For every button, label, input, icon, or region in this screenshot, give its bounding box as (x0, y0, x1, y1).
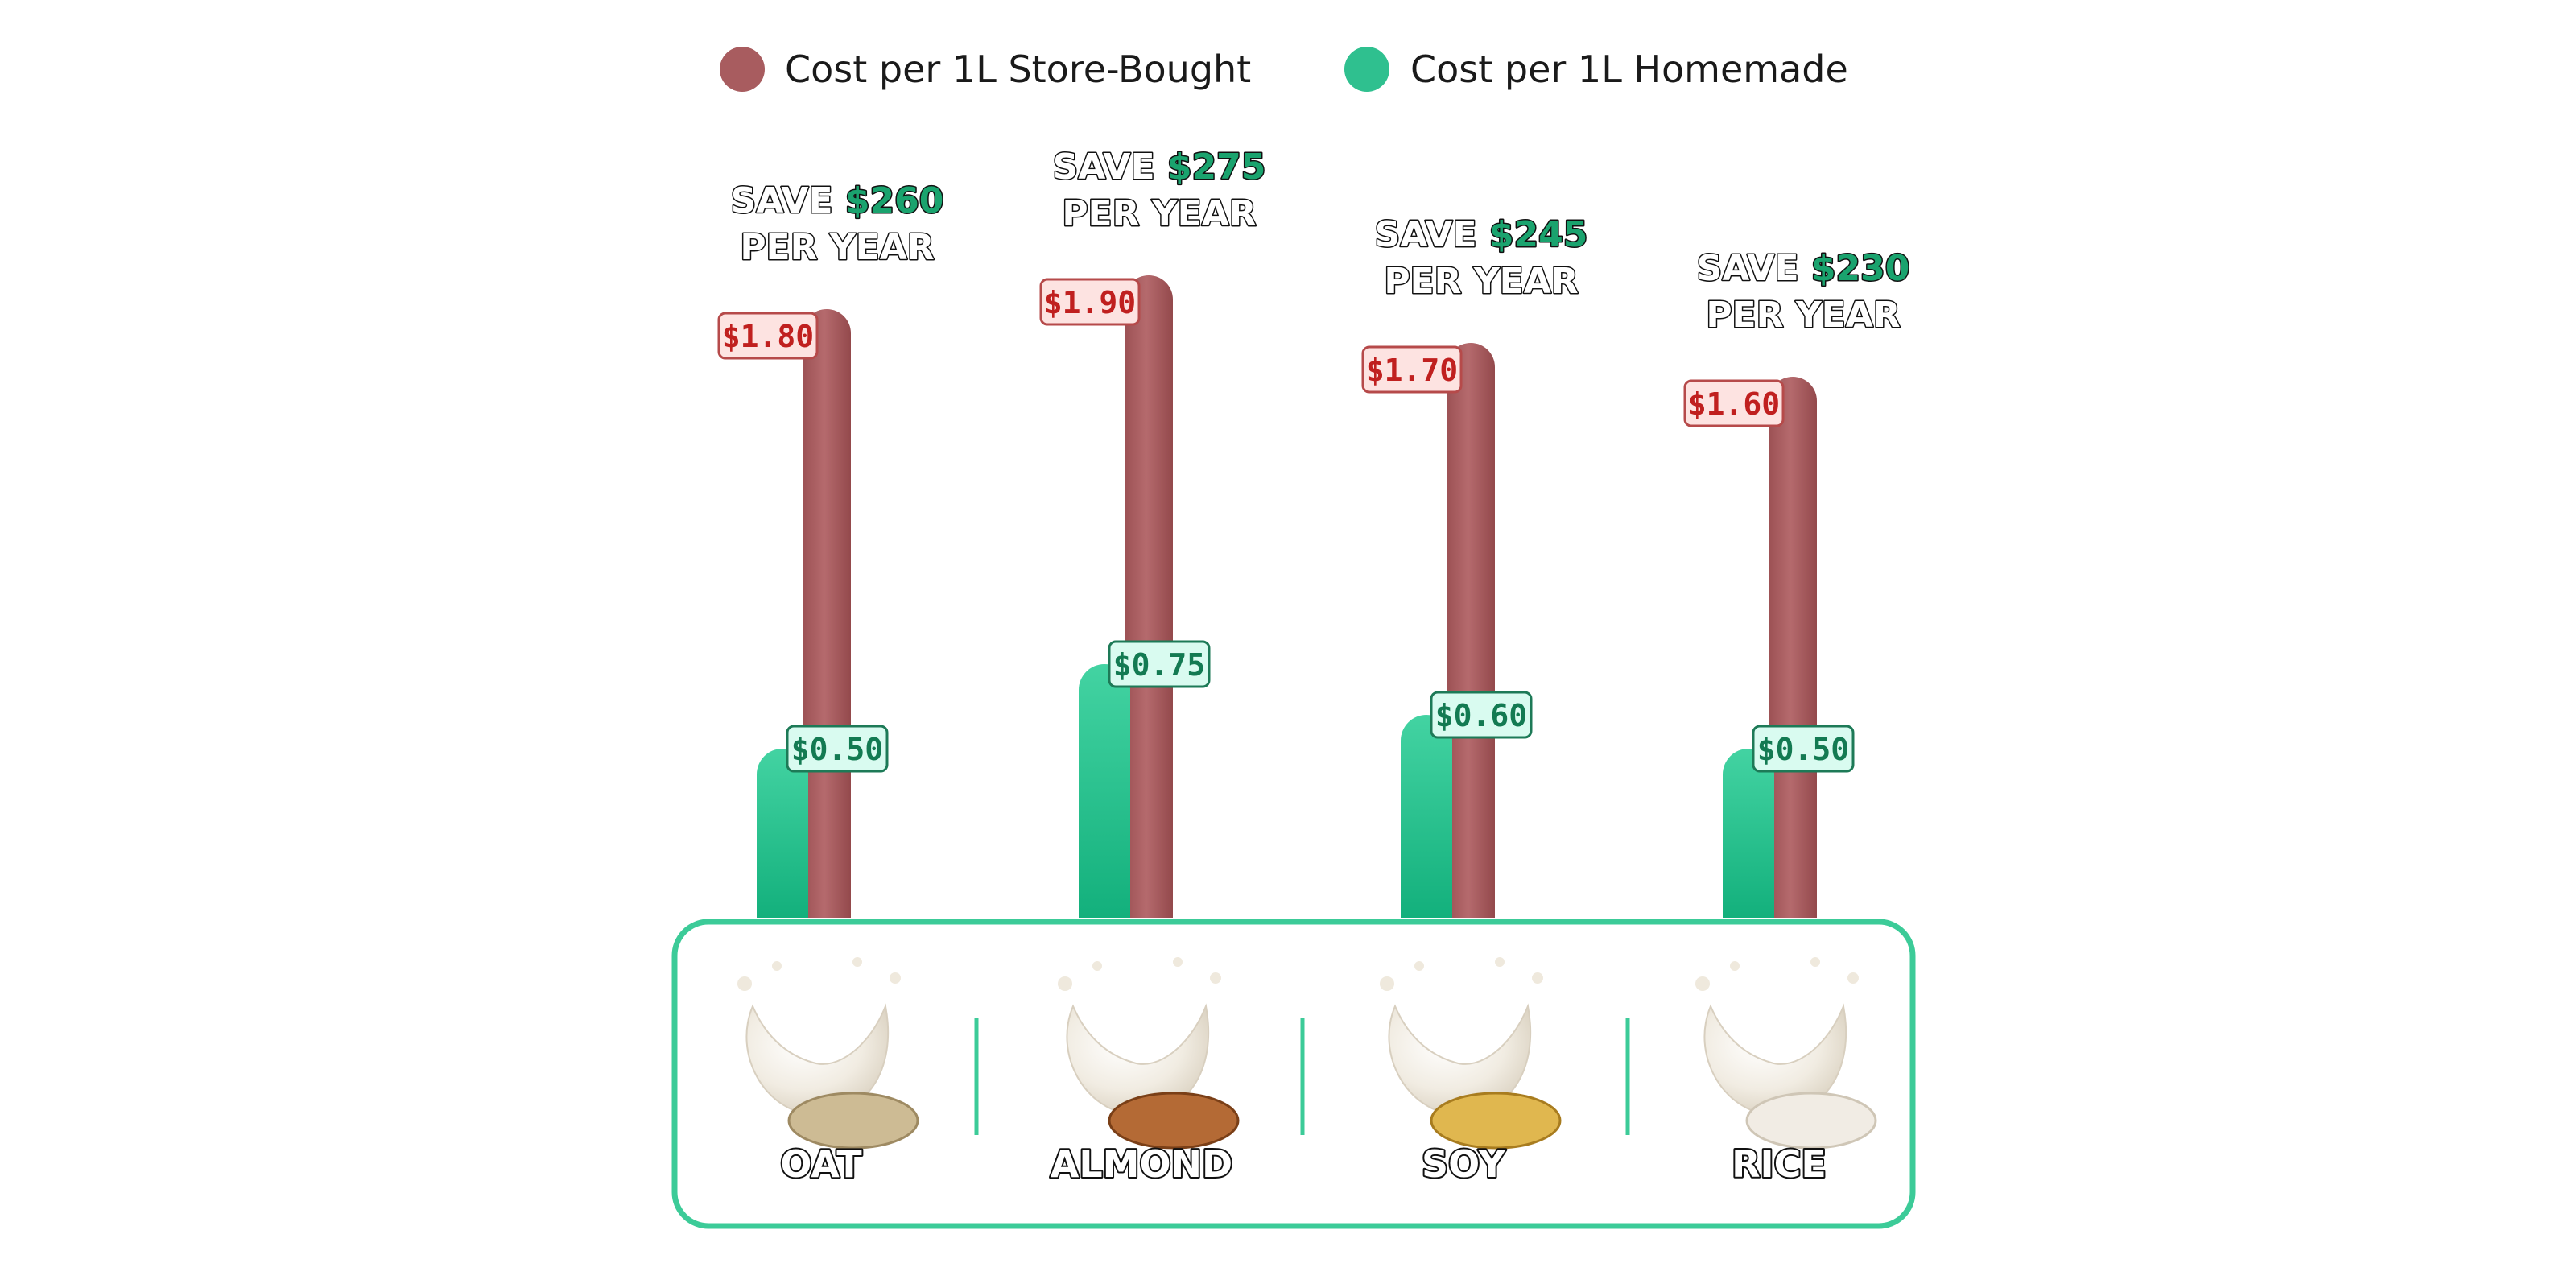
milk-droplet-almond-2 (1210, 972, 1221, 984)
ingredient-pile-almond (1108, 1092, 1240, 1150)
legend-label-cost-per-1l-store-bought: Cost per 1L Store-Bought (785, 47, 1251, 91)
category-panel-frame (671, 919, 1916, 1229)
milk-splash-soy (1388, 1003, 1532, 1117)
soy-milk-splash-icon (1380, 957, 1562, 1150)
labels-layer: $1.80 $0.50 SAVE $260 PER YEAR $1.90 $0.75 SAV… (717, 146, 1911, 773)
ingredient-pile-soy (1430, 1092, 1562, 1150)
category-label-rice: RICE (1732, 1142, 1827, 1186)
milk-splash-rice (1703, 1003, 1847, 1117)
price-tag-homemade-rice (1752, 724, 1855, 773)
data-label-homemade-oat: $0.50 (791, 732, 883, 767)
milk-droplet-rice-4 (1810, 957, 1820, 967)
data-label-store-bought-soy: $1.70 (1366, 353, 1458, 388)
annotation-per-year-almond: PER YEAR (1062, 193, 1256, 234)
annotation-amount-almond: $275 (1167, 147, 1265, 188)
price-tag-store-bought-oat (717, 312, 819, 360)
milk-droplet-rice-2 (1847, 972, 1859, 984)
category-label-soy: SOY (1422, 1142, 1506, 1186)
milk-droplet-almond-4 (1173, 957, 1183, 967)
milk-droplet-soy-4 (1495, 957, 1505, 967)
annotation-save-soy: SAVE $245 (1375, 214, 1588, 255)
category-label-oat: OAT (780, 1142, 862, 1186)
data-label-store-bought-oat: $1.80 (722, 319, 814, 354)
bar-homemade-almond (1079, 664, 1130, 918)
milk-droplet-rice-3 (1730, 961, 1740, 971)
annotation-per-year-rice: PER YEAR (1706, 295, 1900, 336)
price-tag-homemade-almond (1108, 640, 1211, 688)
annotation-amount-soy: $245 (1489, 214, 1587, 255)
annotation-save-oat: SAVE $260 (731, 180, 944, 221)
annotation-save-rice: SAVE $230 (1697, 248, 1910, 289)
oat-milk-splash-icon (737, 957, 919, 1150)
annotation-per-year-soy: PER YEAR (1384, 261, 1578, 302)
legend-marker-cost-per-1l-homemade (1344, 47, 1389, 92)
milk-droplet-soy-3 (1414, 961, 1424, 971)
bar-homemade-soy (1401, 715, 1452, 918)
bar-homemade-oat (757, 749, 808, 918)
bar-store-bought-almond (1125, 275, 1173, 918)
price-tag-store-bought-rice (1683, 379, 1785, 427)
almond-milk-splash-icon (1058, 957, 1240, 1150)
annotation-amount-oat: $260 (845, 180, 943, 221)
bar-store-bought-oat (803, 309, 851, 918)
data-label-homemade-almond: $0.75 (1113, 647, 1205, 683)
annotation-save-almond: SAVE $275 (1053, 147, 1266, 188)
bar-store-bought-soy (1447, 343, 1495, 918)
milk-droplet-rice-1 (1695, 976, 1710, 991)
legend-label-cost-per-1l-homemade: Cost per 1L Homemade (1410, 47, 1848, 91)
data-label-store-bought-almond: $1.90 (1044, 285, 1136, 320)
legend-marker-cost-per-1l-store-bought (720, 47, 765, 92)
milk-droplet-oat-4 (852, 957, 862, 967)
data-label-store-bought-rice: $1.60 (1688, 386, 1780, 422)
milk-droplet-almond-3 (1092, 961, 1102, 971)
price-tag-homemade-soy (1430, 691, 1533, 739)
data-label-homemade-soy: $0.60 (1435, 698, 1527, 733)
price-tag-store-bought-almond (1039, 278, 1141, 326)
data-label-homemade-rice: $0.50 (1757, 732, 1849, 767)
category-label-almond: ALMOND (1051, 1142, 1232, 1186)
milk-droplet-oat-3 (772, 961, 782, 971)
milk-droplet-oat-1 (737, 976, 752, 991)
price-tag-homemade-oat (786, 724, 889, 773)
milk-splash-almond (1066, 1003, 1210, 1117)
annotation-amount-rice: $230 (1811, 248, 1909, 289)
bar-store-bought-rice (1769, 377, 1817, 918)
bars-layer (757, 275, 1817, 918)
milk-droplet-soy-2 (1532, 972, 1543, 984)
milk-droplet-almond-1 (1058, 976, 1072, 991)
price-tag-store-bought-soy (1361, 345, 1463, 394)
legend: Cost per 1L Store-Bought Cost per 1L Home… (720, 47, 1848, 92)
milk-splash-oat (745, 1003, 890, 1117)
milk-droplet-oat-2 (890, 972, 901, 984)
bar-homemade-rice (1723, 749, 1774, 918)
annotation-per-year-oat: PER YEAR (740, 227, 934, 268)
milk-droplet-soy-1 (1380, 976, 1394, 991)
category-panel: OAT ALMOND SOY RICE (671, 919, 1916, 1229)
ingredient-pile-rice (1745, 1092, 1877, 1150)
rice-milk-splash-icon (1695, 957, 1877, 1150)
ingredient-pile-oat (787, 1092, 919, 1150)
